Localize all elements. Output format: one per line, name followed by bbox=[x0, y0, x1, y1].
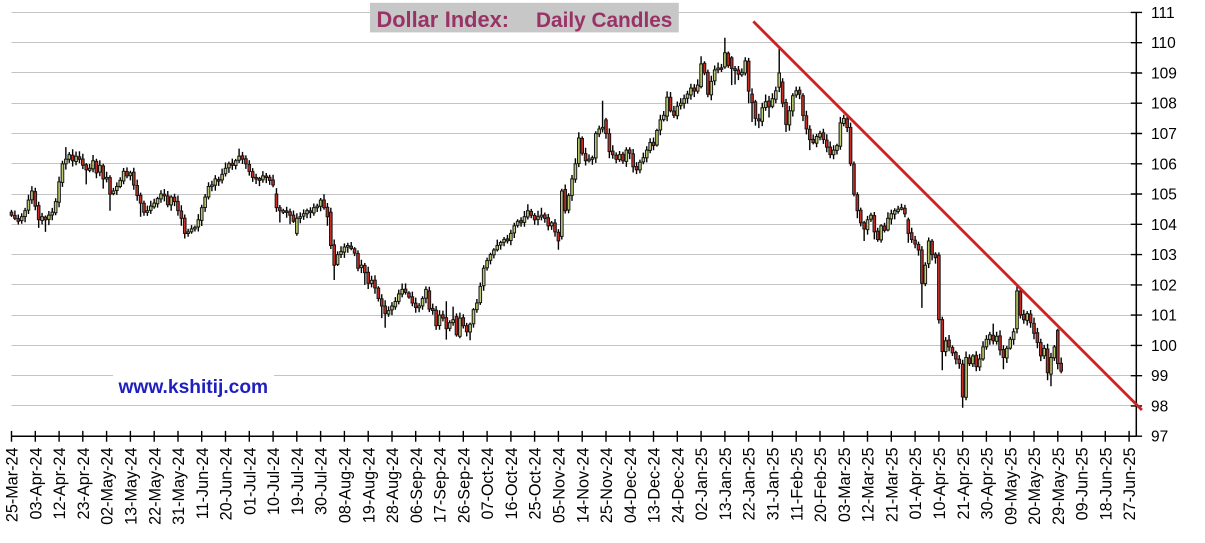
svg-text:05-Nov-24: 05-Nov-24 bbox=[551, 448, 569, 524]
svg-text:26-Sep-24: 26-Sep-24 bbox=[455, 448, 473, 524]
svg-text:99: 99 bbox=[1151, 368, 1168, 385]
svg-text:20-Jun-24: 20-Jun-24 bbox=[218, 448, 236, 521]
svg-text:02-May-24: 02-May-24 bbox=[99, 448, 117, 525]
svg-text:98: 98 bbox=[1151, 398, 1168, 415]
svg-text:24-Dec-24: 24-Dec-24 bbox=[669, 448, 687, 524]
svg-text:23-Apr-24: 23-Apr-24 bbox=[75, 448, 93, 520]
svg-text:18-Jun-25: 18-Jun-25 bbox=[1097, 448, 1115, 521]
svg-text:21-Mar-25: 21-Mar-25 bbox=[883, 448, 901, 523]
svg-text:25-Oct-24: 25-Oct-24 bbox=[527, 448, 545, 520]
svg-text:101: 101 bbox=[1151, 308, 1177, 325]
svg-text:103: 103 bbox=[1151, 247, 1177, 264]
svg-text:09-Jun-25: 09-Jun-25 bbox=[1074, 448, 1092, 521]
svg-text:08-Aug-24: 08-Aug-24 bbox=[337, 448, 355, 524]
svg-text:10-Jul-24: 10-Jul-24 bbox=[265, 448, 283, 516]
svg-text:01-Jul-24: 01-Jul-24 bbox=[241, 448, 259, 516]
svg-text:22-May-24: 22-May-24 bbox=[146, 448, 164, 525]
svg-text:12-Apr-24: 12-Apr-24 bbox=[51, 448, 69, 520]
svg-text:27-Jun-25: 27-Jun-25 bbox=[1121, 448, 1139, 521]
svg-text:22-Jan-25: 22-Jan-25 bbox=[741, 448, 759, 521]
svg-text:109: 109 bbox=[1151, 66, 1177, 83]
svg-text:19-Jul-24: 19-Jul-24 bbox=[289, 448, 307, 516]
svg-text:16-Oct-24: 16-Oct-24 bbox=[503, 448, 521, 520]
svg-text:13-May-24: 13-May-24 bbox=[123, 448, 141, 525]
svg-text:25-Mar-24: 25-Mar-24 bbox=[4, 448, 22, 523]
svg-text:110: 110 bbox=[1151, 35, 1176, 52]
svg-text:17-Sep-24: 17-Sep-24 bbox=[432, 448, 450, 524]
svg-text:10-Apr-25: 10-Apr-25 bbox=[931, 448, 949, 520]
svg-text:03-Mar-25: 03-Mar-25 bbox=[836, 448, 854, 523]
svg-text:107: 107 bbox=[1151, 126, 1177, 143]
svg-text:104: 104 bbox=[1151, 217, 1177, 234]
svg-text:21-Apr-25: 21-Apr-25 bbox=[955, 448, 973, 520]
svg-text:97: 97 bbox=[1151, 429, 1168, 446]
svg-text:100: 100 bbox=[1151, 338, 1177, 355]
svg-text:111: 111 bbox=[1151, 5, 1175, 22]
svg-text:13-Jan-25: 13-Jan-25 bbox=[717, 448, 735, 521]
svg-text:www.kshitij.com: www.kshitij.com bbox=[118, 377, 269, 398]
svg-text:04-Dec-24: 04-Dec-24 bbox=[622, 448, 640, 524]
svg-text:20-May-25: 20-May-25 bbox=[1026, 448, 1044, 525]
svg-text:11-Feb-25: 11-Feb-25 bbox=[788, 448, 806, 521]
svg-text:09-May-25: 09-May-25 bbox=[1002, 448, 1020, 525]
svg-text:03-Apr-24: 03-Apr-24 bbox=[27, 448, 45, 520]
svg-text:20-Feb-25: 20-Feb-25 bbox=[812, 448, 830, 523]
svg-text:06-Sep-24: 06-Sep-24 bbox=[408, 448, 426, 524]
svg-text:106: 106 bbox=[1151, 156, 1177, 173]
svg-text:105: 105 bbox=[1151, 187, 1177, 204]
svg-text:29-May-25: 29-May-25 bbox=[1050, 448, 1068, 525]
svg-text:31-May-24: 31-May-24 bbox=[170, 448, 188, 525]
svg-text:11-Jun-24: 11-Jun-24 bbox=[194, 448, 212, 520]
svg-text:14-Nov-24: 14-Nov-24 bbox=[574, 448, 592, 524]
svg-text:01-Apr-25: 01-Apr-25 bbox=[907, 448, 925, 520]
svg-text:25-Nov-24: 25-Nov-24 bbox=[598, 448, 616, 524]
svg-text:102: 102 bbox=[1151, 277, 1177, 294]
svg-text:31-Jan-25: 31-Jan-25 bbox=[765, 448, 783, 521]
svg-text:30-Apr-25: 30-Apr-25 bbox=[979, 448, 997, 520]
svg-text:28-Aug-24: 28-Aug-24 bbox=[384, 448, 402, 524]
svg-text:108: 108 bbox=[1151, 96, 1177, 113]
svg-text:30-Jul-24: 30-Jul-24 bbox=[313, 448, 331, 516]
svg-text:13-Dec-24: 13-Dec-24 bbox=[646, 448, 664, 524]
svg-text:12-Mar-25: 12-Mar-25 bbox=[860, 448, 878, 523]
svg-text:07-Oct-24: 07-Oct-24 bbox=[479, 448, 497, 520]
svg-text:19-Aug-24: 19-Aug-24 bbox=[360, 448, 378, 524]
svg-text:02-Jan-25: 02-Jan-25 bbox=[693, 448, 711, 521]
